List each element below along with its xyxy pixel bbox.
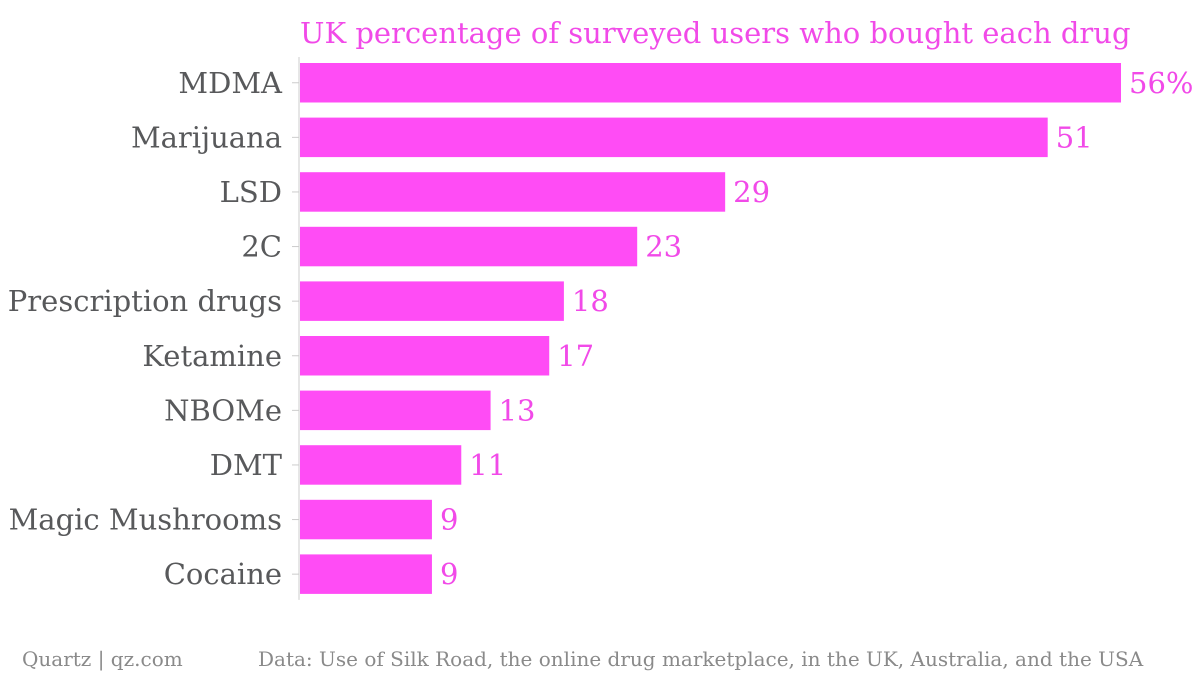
bar [300, 226, 638, 267]
bar [300, 499, 432, 540]
category-label: Ketamine [142, 339, 282, 373]
category-label: MDMA [178, 66, 283, 100]
value-label: 29 [733, 175, 770, 209]
bar [300, 445, 462, 485]
category-label: Magic Mushrooms [9, 503, 282, 537]
category-label: Cocaine [164, 557, 282, 591]
value-label: 11 [469, 448, 506, 482]
footer-source: Data: Use of Silk Road, the online drug … [258, 647, 1144, 671]
category-label: NBOMe [164, 393, 282, 427]
bar [300, 63, 1121, 103]
bar [300, 390, 491, 431]
value-label: 56% [1129, 66, 1193, 100]
value-label: 51 [1056, 120, 1093, 154]
value-labels: 56% 51 29 23 18 17 13 11 9 9 [440, 66, 1194, 591]
value-label: 17 [557, 339, 594, 373]
category-label: Prescription drugs [8, 284, 282, 318]
bar [300, 336, 550, 376]
bars [300, 63, 1121, 594]
value-label: 9 [440, 503, 458, 537]
value-label: 9 [440, 557, 458, 591]
bar [300, 281, 564, 321]
chart-title: UK percentage of surveyed users who boug… [300, 16, 1131, 50]
category-labels: MDMA Marijuana LSD 2C Prescription drugs Keta… [8, 66, 283, 591]
category-label: 2C [241, 230, 282, 264]
footer-brand: Quartz | qz.com [22, 647, 183, 672]
bar [300, 554, 432, 594]
bar [300, 172, 726, 212]
category-label: Marijuana [131, 120, 282, 154]
value-label: 18 [572, 284, 609, 318]
y-axis [292, 57, 300, 600]
category-label: DMT [210, 448, 283, 482]
category-label: LSD [220, 175, 282, 209]
value-label: 13 [499, 393, 536, 427]
bar [300, 117, 1048, 158]
value-label: 23 [645, 230, 682, 264]
